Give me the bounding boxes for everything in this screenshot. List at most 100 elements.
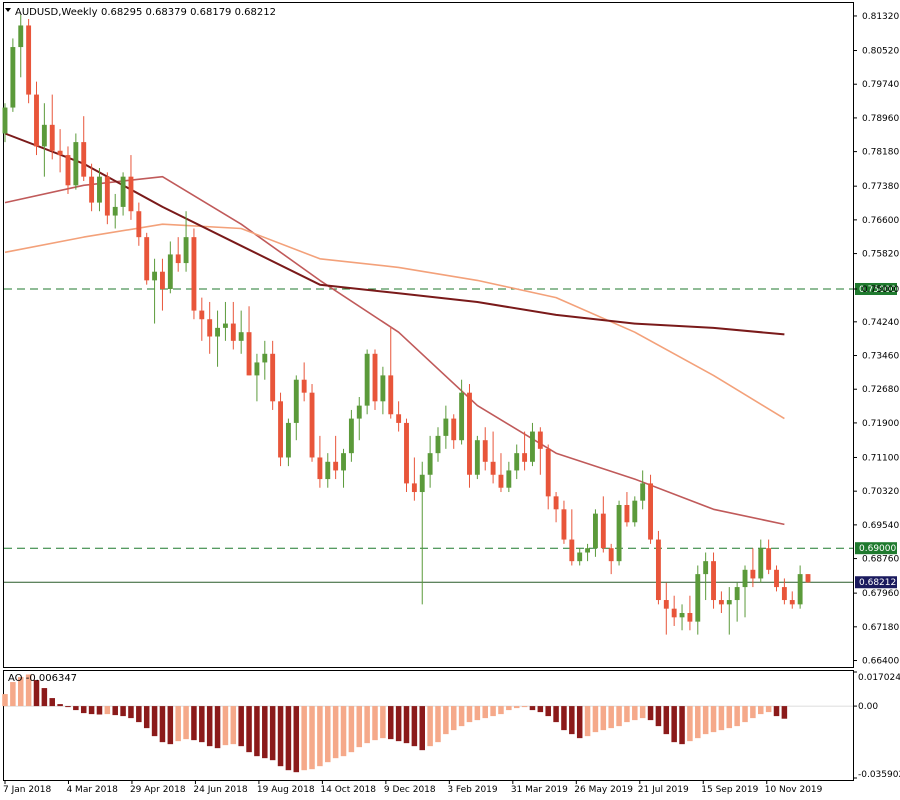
ao-bar-up — [608, 706, 614, 729]
ao-bar-up — [309, 706, 315, 770]
ao-bar-up — [2, 694, 8, 707]
candle-bear — [246, 332, 252, 376]
ao-bar-down — [545, 706, 551, 717]
price-tick-label: 0.72680 — [862, 385, 899, 395]
ao-bar-up — [758, 706, 764, 715]
candle-bear — [81, 142, 87, 177]
price-tick-label: 0.75000 — [862, 285, 899, 295]
candle-bear — [482, 440, 488, 462]
candle-bull — [262, 353, 268, 363]
time-tick-label: 26 May 2019 — [574, 785, 633, 795]
ao-bar-up — [317, 706, 323, 767]
candle-bull — [215, 327, 220, 337]
price-tick-label: 0.67180 — [862, 623, 899, 633]
candle-bull — [152, 271, 158, 281]
candle-bull — [577, 552, 583, 562]
ao-bar-down — [781, 706, 788, 719]
price-tick-label: 0.74240 — [862, 318, 899, 328]
moving-average-line — [4, 175, 785, 526]
candle-bear — [498, 474, 504, 488]
ao-bar-up — [750, 706, 756, 719]
candle-bear — [789, 600, 795, 605]
ao-bar-up — [742, 706, 748, 723]
ao-bar-down — [773, 706, 780, 717]
candle-bear — [207, 319, 213, 337]
candle-bear — [522, 453, 528, 462]
ao-bar-up — [427, 706, 433, 747]
candle-bull — [167, 254, 173, 289]
candle-bear — [490, 461, 496, 475]
ao-bar-up — [513, 706, 520, 709]
candle-bear — [270, 353, 276, 402]
candle-bull — [474, 440, 480, 475]
candle-bull — [427, 453, 433, 475]
candle-bull — [41, 124, 47, 147]
candle-bull — [703, 561, 709, 575]
time-tick-label: 29 Apr 2018 — [130, 785, 186, 795]
time-tick-label: 14 Oct 2018 — [320, 785, 376, 795]
candle-bear — [26, 25, 32, 95]
candle-bear — [718, 600, 724, 605]
candle-bear — [49, 124, 55, 151]
level-price-label: 0.75000 — [859, 285, 896, 295]
ao-bar-up — [592, 706, 599, 733]
symbol-label: AUDUSD,Weekly — [15, 7, 98, 18]
ao-bar-down — [387, 706, 394, 740]
candlestick-series — [2, 14, 811, 635]
ao-bar-down — [262, 706, 268, 759]
ao-bar-up — [482, 706, 488, 719]
ao-bar-down — [112, 706, 118, 716]
candle-bear — [144, 237, 150, 281]
ao-tick-top: 0.017024 — [858, 673, 900, 683]
ao-bar-down — [191, 706, 197, 741]
candle-bull — [112, 206, 118, 216]
candle-bear — [545, 448, 551, 497]
candle-bull — [640, 483, 646, 501]
candle-bear — [561, 509, 567, 540]
candle-bear — [57, 150, 63, 156]
ao-bar-down — [80, 706, 87, 714]
ao-bar-down — [679, 706, 685, 745]
candle-bear — [89, 176, 95, 203]
ao-bar-up — [639, 706, 646, 719]
ao-bar-up — [702, 706, 709, 735]
ao-bar-up — [332, 706, 339, 759]
ao-bar-up — [450, 706, 457, 731]
candle-bear — [750, 569, 756, 579]
ao-bar-up — [600, 706, 607, 731]
main-panel-frame — [3, 2, 854, 668]
price-tick-label: 0.71100 — [862, 453, 899, 463]
candle-bull — [364, 353, 370, 406]
candle-bear — [624, 504, 630, 523]
price-tick-label: 0.70320 — [862, 487, 899, 497]
time-tick-label: 24 Jun 2018 — [193, 785, 247, 795]
candle-bear — [333, 461, 339, 471]
candle-bull — [293, 379, 299, 423]
candle-bull — [254, 362, 260, 376]
candle-bear — [687, 612, 693, 622]
moving-average-line — [4, 132, 785, 336]
ao-bar-up — [17, 677, 24, 707]
candle-bull — [183, 237, 189, 264]
candle-bull — [97, 176, 102, 203]
ao-bar-down — [553, 706, 559, 723]
triangle-down-icon[interactable] — [5, 8, 11, 12]
ao-bar-down — [655, 706, 662, 727]
candle-bull — [325, 461, 331, 480]
ao-bar-up — [687, 706, 693, 742]
ao-bar-up — [506, 706, 512, 711]
ao-bar-up — [325, 706, 331, 763]
ao-bar-up — [584, 706, 591, 737]
candle-bear — [411, 483, 417, 493]
ao-bar-down — [41, 688, 48, 707]
ao-bar-up — [356, 706, 363, 748]
level-price-label: 0.68212 — [859, 578, 896, 588]
candle-bear — [805, 574, 811, 583]
ao-bar-up — [301, 706, 307, 771]
candle-bull — [734, 587, 740, 601]
candle-bull — [73, 142, 79, 186]
candle-bull — [758, 548, 764, 579]
ao-bar-up — [435, 706, 441, 743]
ao-bar-up — [380, 706, 386, 739]
level-price-tag — [855, 576, 897, 589]
